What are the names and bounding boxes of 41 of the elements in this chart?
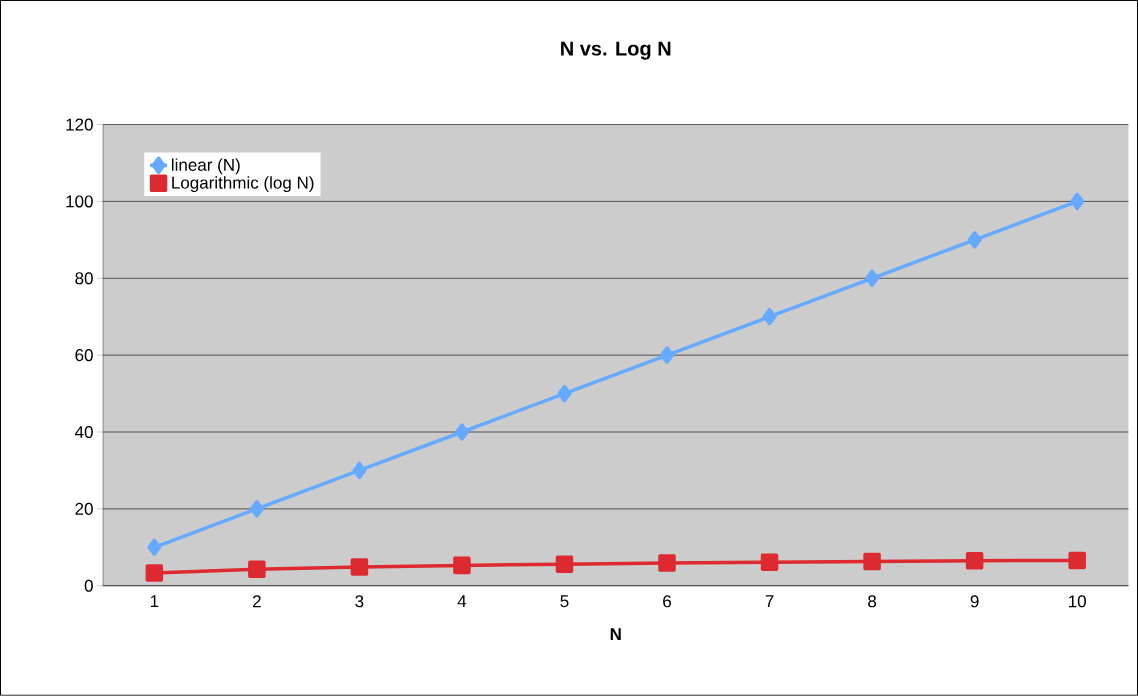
point: [145, 564, 164, 582]
x-tick-label: 1: [150, 595, 159, 608]
x-tick-label: 8: [868, 595, 877, 608]
point: [352, 461, 367, 480]
y-tick-label: 40: [74, 426, 93, 439]
point: [249, 500, 264, 518]
y-tick-label: 20: [75, 502, 93, 515]
point: [658, 554, 676, 572]
point: [660, 346, 675, 364]
point: [965, 552, 984, 570]
x-tick-label: 3: [355, 595, 364, 608]
x-tick-label: 10: [1069, 595, 1086, 608]
x-tick-label: 5: [560, 595, 569, 608]
x-tick-label: 7: [765, 595, 774, 608]
legend-label: Logarithmic (log N): [172, 176, 314, 193]
x-tick-label: 4: [457, 595, 467, 608]
point: [147, 538, 162, 557]
y-tick-label: 60: [75, 349, 93, 362]
x-tick-label: 9: [970, 595, 979, 608]
point: [863, 552, 881, 571]
y-tick-label: 120: [66, 118, 93, 131]
y-tick-label: 0: [84, 579, 93, 592]
y-tick-label: 80: [75, 272, 93, 285]
point: [555, 555, 574, 574]
legend-label: linear (N): [171, 158, 240, 175]
point: [350, 558, 369, 576]
point: [557, 384, 572, 403]
point: [1070, 192, 1085, 211]
x-tick-label: 6: [663, 595, 671, 608]
point: [762, 308, 777, 326]
point: [248, 560, 266, 579]
x-tick-label: 2: [252, 595, 261, 608]
chart-title: N vs. Log N: [561, 41, 671, 60]
point: [760, 553, 779, 572]
point: [865, 269, 880, 288]
point: [967, 231, 982, 249]
point: [454, 423, 469, 441]
x-axis-title: N: [610, 628, 621, 640]
y-tick-label: 100: [66, 195, 93, 208]
point: [1068, 551, 1086, 570]
point: [453, 556, 471, 575]
